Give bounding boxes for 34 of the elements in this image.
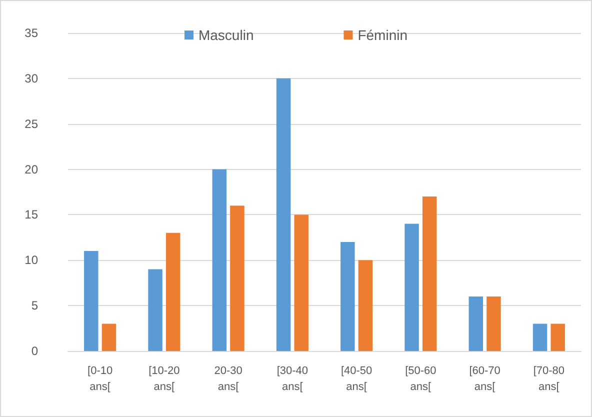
y-tick-label: 15 bbox=[24, 208, 38, 222]
y-tick-label: 30 bbox=[24, 71, 38, 86]
bar bbox=[230, 206, 244, 351]
bar bbox=[294, 214, 308, 351]
x-tick-label: 20-30 ans[ bbox=[214, 365, 242, 393]
bar bbox=[102, 324, 116, 351]
y-tick-label: 35 bbox=[24, 26, 38, 40]
x-tick-label: [40-50 ans[ bbox=[340, 365, 372, 393]
y-tick-label: 20 bbox=[24, 162, 38, 176]
bar bbox=[276, 78, 291, 351]
y-tick-label: 10 bbox=[24, 253, 38, 268]
legend-label: Féminin bbox=[358, 27, 408, 43]
bar bbox=[468, 296, 484, 351]
bar bbox=[404, 224, 419, 351]
bar bbox=[486, 296, 501, 351]
y-tick-label: 5 bbox=[31, 298, 38, 313]
bar bbox=[84, 251, 98, 351]
bar bbox=[166, 232, 180, 351]
x-tick-label: [70-80 ans[ bbox=[533, 365, 565, 393]
bar bbox=[532, 324, 548, 351]
y-tick-label: 0 bbox=[31, 344, 38, 358]
x-tick-label: [10-20 ans[ bbox=[148, 365, 180, 393]
y-tick-label: 25 bbox=[24, 116, 38, 131]
bar bbox=[340, 242, 355, 351]
bar bbox=[212, 169, 227, 351]
x-tick-label: [30-40 ans[ bbox=[276, 365, 308, 393]
x-tick-label: [60-70 ans[ bbox=[469, 365, 500, 393]
bar bbox=[358, 260, 373, 351]
bar bbox=[550, 324, 565, 351]
bar bbox=[148, 269, 162, 351]
bar bbox=[422, 196, 437, 351]
x-tick-label: [50-60 ans[ bbox=[405, 365, 436, 393]
x-tick-label: [0-10 ans[ bbox=[88, 365, 113, 393]
legend-label: Masculin bbox=[198, 27, 254, 43]
